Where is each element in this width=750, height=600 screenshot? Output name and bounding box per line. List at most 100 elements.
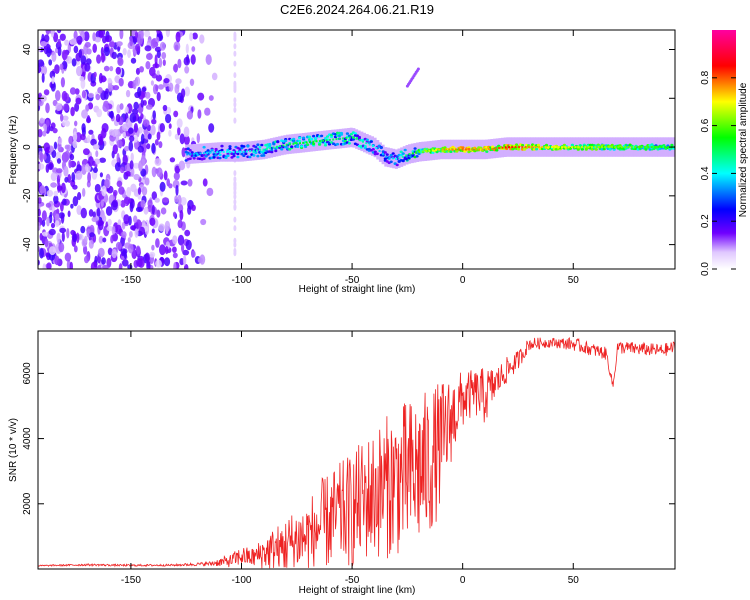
noise-blob [97,247,105,258]
ridge-core [322,139,325,142]
noise-blob [233,50,237,57]
noise-blob [189,78,195,87]
noise-blob [48,59,53,66]
ridge-point [292,137,296,141]
noise-blob [233,101,237,108]
noise-blob [101,257,106,265]
ridge-point [371,148,375,151]
ridge-point [383,151,387,154]
noise-blob [43,123,48,133]
noise-blob [164,257,171,267]
ridge-core [617,146,620,149]
noise-blob [55,103,62,111]
ridge-point [310,137,314,141]
ridge-core [604,146,607,149]
noise-blob [172,64,179,73]
ridge-point [580,148,584,151]
noise-blob [59,227,67,234]
ridge-core [275,145,278,148]
noise-blob [94,183,101,193]
ridge-halo [201,143,205,163]
noise-blob [156,30,161,34]
noise-blob [151,228,155,234]
ridge-core [607,146,610,149]
ridge-core [282,144,285,147]
noise-blob [150,80,154,86]
noise-blob [206,187,214,197]
noise-blob [60,113,64,122]
noise-blob [144,177,150,186]
noise-blob [179,133,185,145]
noise-blob [81,109,88,119]
ridge-core [498,147,501,149]
ridge-core [647,146,650,149]
noise-blob [103,65,110,72]
ridge-point [347,142,351,145]
noise-blob [97,264,102,269]
ridge-core [667,146,670,149]
noise-blob [76,232,80,244]
noise-blob [154,139,159,146]
ridge-core [481,148,484,151]
noise-blob [109,41,115,48]
noise-blob [140,155,146,166]
ridge-core [478,148,481,151]
ridge-core [226,150,228,153]
noise-blob [55,90,61,102]
ridge-core [501,146,504,149]
noise-blob [202,178,208,187]
noise-blob [185,239,192,251]
ridge-core [547,146,550,149]
noise-blob [78,49,83,58]
noise-blob [75,170,83,180]
x-tick-label: -150 [121,275,141,286]
ridge-point [391,152,395,155]
ridge-point [232,154,236,158]
ridge-core [368,143,371,146]
noise-blob [80,133,86,141]
spectrogram-ylabel: Frequency (Hz) [8,116,19,185]
noise-blob [196,133,200,144]
noise-blob [141,186,148,196]
noise-blob [156,167,163,178]
ridge-core [272,146,275,149]
noise-blob [165,30,170,38]
noise-blob [57,30,62,34]
noise-blob [115,241,122,250]
noise-blob [180,196,187,206]
noise-blob [44,238,49,248]
noise-blob [45,30,51,35]
noise-blob [127,237,131,243]
noise-blob [123,214,130,225]
ridge-core [438,148,441,151]
y-tick-label: -20 [22,188,33,203]
ridge-point [260,143,264,147]
noise-blob [162,197,169,203]
noise-blob [152,110,156,120]
ridge-halo [522,137,526,157]
spectrogram-frame [37,29,676,270]
ridge-core [527,146,530,149]
noise-blob [79,76,85,82]
noise-blob [78,233,84,241]
noise-blob [162,104,168,112]
ridge-core [206,151,209,154]
noise-blob [80,207,88,219]
ridge-core [265,148,268,150]
noise-blob [175,78,182,85]
noise-blob [68,159,72,169]
ridge-core [332,138,335,141]
ridge-core [411,152,414,155]
ridge-core [189,153,192,156]
noise-blob [80,225,86,234]
ridge-point [318,143,322,146]
noise-blob [76,65,83,77]
ridge-core [196,152,199,155]
ridge-point [242,154,246,157]
colorbar-tick-label: 0.6 [700,118,711,132]
noise-blob [115,66,122,75]
noise-blob [92,43,97,53]
noise-blob [133,215,138,223]
noise-blob [117,46,121,52]
